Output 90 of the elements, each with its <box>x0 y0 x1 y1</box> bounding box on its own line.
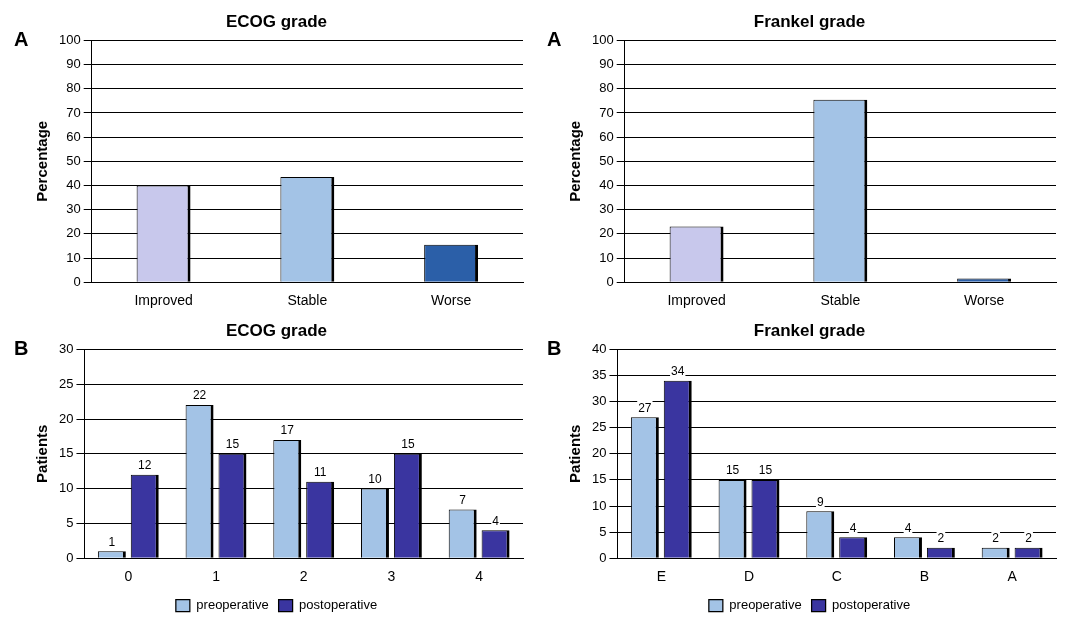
y-tick-label: 0 <box>66 549 74 565</box>
y-tick-label: 90 <box>66 56 81 72</box>
data-label: 12 <box>138 457 152 472</box>
data-label: 2 <box>1025 531 1033 546</box>
y-tick-label: 10 <box>66 249 81 265</box>
y-tick-label: 20 <box>591 445 607 461</box>
y-tick-label: 25 <box>591 419 607 435</box>
y-tick-label: 10 <box>58 480 74 496</box>
chart-title: Frankel grade <box>753 320 866 340</box>
x-tick-label: A <box>1007 568 1018 585</box>
y-tick-label: 60 <box>599 128 614 144</box>
text: B <box>14 336 29 359</box>
text: B <box>547 336 562 359</box>
y-tick-label: 70 <box>599 104 614 120</box>
y-tick-label: 10 <box>599 249 614 265</box>
x-tick-label: 1 <box>212 568 221 585</box>
data-label: 4 <box>904 520 912 535</box>
chart-title: ECOG grade <box>225 11 328 31</box>
y-tick-label: 50 <box>599 152 614 168</box>
y-tick-label: 15 <box>591 471 607 487</box>
y-tick-label: 80 <box>66 80 81 96</box>
data-label: 2 <box>937 531 945 546</box>
x-tick-label: Stable <box>287 292 328 309</box>
x-tick-label: 2 <box>299 568 308 585</box>
x-tick-label: Improved <box>667 292 726 309</box>
y-tick-label: 30 <box>591 393 607 409</box>
data-label: 1 <box>108 534 116 549</box>
data-label: 9 <box>816 494 824 509</box>
data-label: 15 <box>725 463 740 478</box>
y-tick-label: 50 <box>66 152 81 168</box>
x-tick-label: 3 <box>387 568 396 585</box>
legend-label: preoperative <box>196 597 269 613</box>
y-tick-label: 30 <box>58 340 74 356</box>
y-tick-label: 40 <box>599 177 614 193</box>
y-axis-title: Percentage <box>33 120 51 202</box>
x-tick-label: B <box>919 568 930 585</box>
y-axis-title: Patients <box>566 424 584 483</box>
y-tick-label: 5 <box>66 514 74 530</box>
x-tick-label: 4 <box>475 568 484 585</box>
data-label: 7 <box>459 492 467 507</box>
data-label: 4 <box>492 513 500 528</box>
legend-label: postoperative <box>299 597 378 613</box>
y-tick-label: 20 <box>599 225 614 241</box>
text: A <box>547 27 562 50</box>
y-tick-label: 30 <box>599 201 614 217</box>
y-tick-label: 70 <box>66 104 81 120</box>
y-tick-label: 5 <box>599 523 607 539</box>
y-tick-label: 0 <box>599 549 607 565</box>
data-label: 15 <box>758 463 773 478</box>
data-label: 34 <box>671 364 685 379</box>
data-label: 15 <box>401 437 415 452</box>
x-tick-label: 0 <box>124 568 133 585</box>
x-tick-label: Worse <box>964 292 1005 309</box>
x-tick-label: D <box>743 568 755 585</box>
y-tick-label: 30 <box>66 201 81 217</box>
chart-title: Frankel grade <box>753 11 866 31</box>
data-label: 2 <box>992 531 1000 546</box>
legend-label: postoperative <box>832 597 911 613</box>
y-tick-label: 90 <box>599 56 614 72</box>
data-label: 15 <box>225 437 240 452</box>
y-tick-label: 25 <box>58 375 74 391</box>
data-label: 4 <box>849 520 857 535</box>
y-tick-label: 15 <box>58 445 74 461</box>
y-tick-label: 40 <box>591 340 607 356</box>
x-tick-label: Stable <box>820 292 861 309</box>
legend-label: preoperative <box>729 597 802 613</box>
data-label: 11 <box>313 464 327 479</box>
x-tick-label: Improved <box>134 292 193 309</box>
text: A <box>14 27 29 50</box>
y-tick-label: 40 <box>66 177 81 193</box>
chart-title: ECOG grade <box>225 320 328 340</box>
data-label: 10 <box>368 471 382 486</box>
y-tick-label: 0 <box>606 273 614 289</box>
y-tick-label: 20 <box>58 410 74 426</box>
data-label: 22 <box>192 388 207 403</box>
x-tick-label: C <box>831 568 842 585</box>
y-tick-label: 100 <box>58 31 81 47</box>
y-tick-label: 0 <box>73 273 81 289</box>
y-tick-label: 10 <box>591 497 607 513</box>
y-tick-label: 100 <box>591 31 614 47</box>
x-tick-label: E <box>656 568 666 585</box>
y-axis-title: Percentage <box>566 120 584 202</box>
y-axis-title: Patients <box>33 424 51 483</box>
x-tick-label: Worse <box>431 292 472 309</box>
data-label: 27 <box>638 400 652 415</box>
data-label: 17 <box>280 423 295 438</box>
y-tick-label: 35 <box>591 367 607 383</box>
y-tick-label: 20 <box>66 225 81 241</box>
y-tick-label: 80 <box>599 80 614 96</box>
y-tick-label: 60 <box>66 128 81 144</box>
